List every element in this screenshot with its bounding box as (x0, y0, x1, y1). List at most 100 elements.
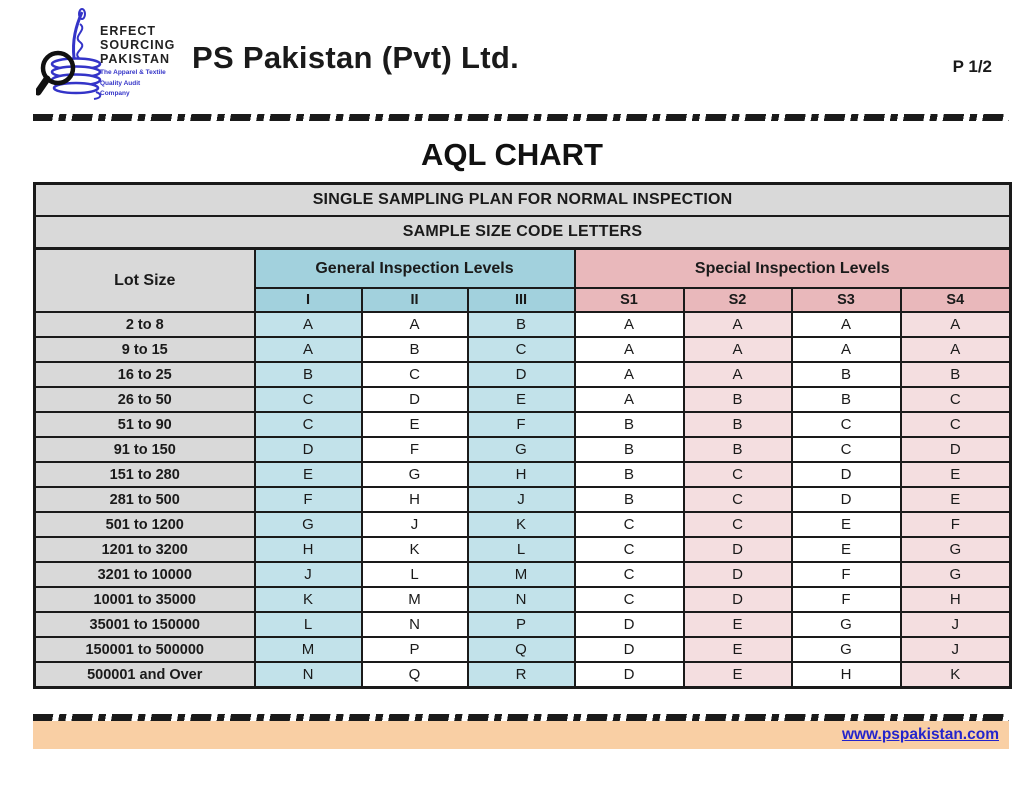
column-header-S2: S2 (682, 287, 793, 313)
table-row: 16 to 25 B C D A A B B (33, 361, 1012, 388)
code-letter-cell: D (682, 561, 793, 588)
lot-size-cell: 51 to 90 (33, 411, 256, 438)
code-letter-cell: A (790, 311, 902, 338)
code-letter-cell: E (682, 636, 793, 663)
document-title: AQL CHART (421, 137, 603, 172)
code-letter-cell: D (790, 461, 902, 488)
code-letter-cell: C (253, 386, 363, 413)
code-letter-cell: D (360, 386, 469, 413)
code-letter-cell: E (790, 511, 902, 538)
code-letter-cell: B (573, 411, 685, 438)
code-letter-cell: D (682, 536, 793, 563)
code-letter-cell: A (573, 361, 685, 388)
column-header-S3: S3 (790, 287, 902, 313)
code-letter-cell: Q (466, 636, 576, 663)
letterhead: ERFECT SOURCING PAKISTAN The Apparel & T… (0, 0, 1024, 108)
table-row: 35001 to 150000 L N P D E G J (33, 611, 1012, 638)
code-letter-cell: J (899, 636, 1012, 663)
general-levels-header: General Inspection Levels (253, 247, 576, 289)
code-letter-cell: F (360, 436, 469, 463)
company-logo: ERFECT SOURCING PAKISTAN The Apparel & T… (36, 6, 176, 110)
code-letter-cell: C (790, 411, 902, 438)
code-letter-cell: G (790, 611, 902, 638)
table-row: 1201 to 3200 H K L C D E G (33, 536, 1012, 563)
code-letter-cell: B (682, 411, 793, 438)
code-letter-cell: D (466, 361, 576, 388)
lot-size-header: Lot Size (33, 247, 256, 313)
lot-size-cell: 2 to 8 (33, 311, 256, 338)
table-row: 501 to 1200 G J K C C E F (33, 511, 1012, 538)
code-letter-cell: C (682, 486, 793, 513)
column-header-III: III (466, 287, 576, 313)
table-row: 10001 to 35000 K M N C D F H (33, 586, 1012, 613)
code-letter-cell: F (790, 586, 902, 613)
code-letter-cell: B (682, 436, 793, 463)
lot-size-cell: 1201 to 3200 (33, 536, 256, 563)
table-banner-1: SINGLE SAMPLING PLAN FOR NORMAL INSPECTI… (33, 182, 1012, 217)
code-letter-cell: K (899, 661, 1012, 689)
code-letter-cell: B (899, 361, 1012, 388)
code-letter-cell: P (466, 611, 576, 638)
code-letter-cell: A (899, 311, 1012, 338)
code-letter-cell: D (573, 661, 685, 689)
code-letter-cell: C (682, 511, 793, 538)
lot-size-cell: 500001 and Over (33, 661, 256, 689)
website-link[interactable]: www.pspakistan.com (841, 726, 999, 743)
code-letter-cell: F (253, 486, 363, 513)
column-header-II: II (360, 287, 469, 313)
code-letter-cell: H (790, 661, 902, 689)
code-letter-cell: C (360, 361, 469, 388)
code-letter-cell: M (360, 586, 469, 613)
table-row: 500001 and Over N Q R D E H K (33, 661, 1012, 689)
code-letter-cell: J (899, 611, 1012, 638)
code-letter-cell: G (790, 636, 902, 663)
code-letter-cell: F (899, 511, 1012, 538)
code-letter-cell: D (899, 436, 1012, 463)
code-letter-cell: G (466, 436, 576, 463)
lot-size-cell: 150001 to 500000 (33, 636, 256, 663)
code-letter-cell: M (466, 561, 576, 588)
code-letter-cell: E (682, 611, 793, 638)
code-letter-cell: D (573, 636, 685, 663)
code-letter-cell: G (360, 461, 469, 488)
code-letter-cell: B (253, 361, 363, 388)
code-letter-cell: E (790, 536, 902, 563)
lot-size-cell: 26 to 50 (33, 386, 256, 413)
divider-dashed-bottom (33, 714, 1009, 721)
code-letter-cell: F (466, 411, 576, 438)
code-letter-cell: B (790, 386, 902, 413)
code-letter-cell: E (682, 661, 793, 689)
code-letter-cell: E (253, 461, 363, 488)
code-letter-cell: B (466, 311, 576, 338)
aql-table: SINGLE SAMPLING PLAN FOR NORMAL INSPECTI… (33, 182, 1013, 689)
table-row: 3201 to 10000 J L M C D F G (33, 561, 1012, 588)
code-letter-cell: A (573, 311, 685, 338)
code-letter-cell: C (573, 586, 685, 613)
code-letter-cell: D (790, 486, 902, 513)
code-letter-cell: G (253, 511, 363, 538)
logo-tagline-2: Quality Audit (100, 79, 141, 87)
code-letter-cell: K (466, 511, 576, 538)
table-row: 150001 to 500000 M P Q D E G J (33, 636, 1012, 663)
code-letter-cell: N (253, 661, 363, 689)
code-letter-cell: G (899, 561, 1012, 588)
code-letter-cell: A (682, 361, 793, 388)
code-letter-cell: C (899, 386, 1012, 413)
code-letter-cell: A (790, 336, 902, 363)
code-letter-cell: A (573, 336, 685, 363)
code-letter-cell: N (466, 586, 576, 613)
lot-size-cell: 501 to 1200 (33, 511, 256, 538)
lot-size-cell: 3201 to 10000 (33, 561, 256, 588)
code-letter-cell: A (573, 386, 685, 413)
code-letter-cell: A (253, 336, 363, 363)
lot-size-cell: 35001 to 150000 (33, 611, 256, 638)
code-letter-cell: E (899, 486, 1012, 513)
code-letter-cell: R (466, 661, 576, 689)
code-letter-cell: Q (360, 661, 469, 689)
table-row: 51 to 90 C E F B B C C (33, 411, 1012, 438)
code-letter-cell: L (466, 536, 576, 563)
code-letter-cell: C (682, 461, 793, 488)
code-letter-cell: A (899, 336, 1012, 363)
